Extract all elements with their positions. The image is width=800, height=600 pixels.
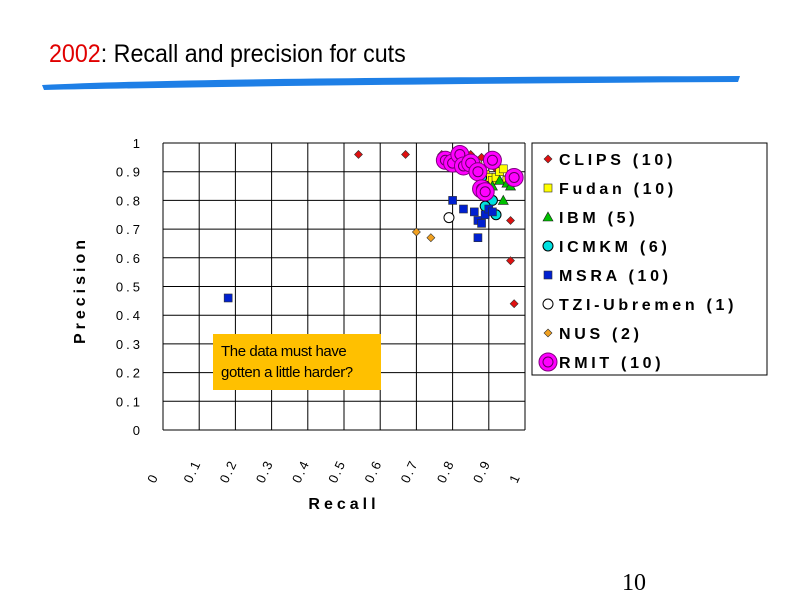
legend-label: NUS (2) (559, 326, 643, 343)
y-tick-label: 0.4 (116, 308, 143, 323)
x-tick-label: 1 (506, 471, 523, 486)
data-point-circle (543, 299, 553, 309)
x-tick-label: 0 (144, 471, 161, 486)
data-point-circle (444, 213, 454, 223)
ring-outer (476, 183, 494, 201)
ring-outer (505, 168, 523, 186)
legend-label: Fudan (10) (559, 181, 677, 198)
data-point-diamond (507, 216, 515, 224)
y-tick-label: 0.1 (116, 394, 143, 409)
data-point-circle (543, 241, 553, 251)
legend-label: RMIT (10) (559, 355, 664, 372)
data-point-square (470, 208, 478, 216)
y-axis-title: Precision (72, 236, 89, 344)
data-point-ring (539, 353, 557, 371)
y-tick-label: 0.3 (116, 337, 143, 352)
y-tick-label: 1 (133, 136, 143, 151)
x-tick-label: 0.9 (470, 457, 494, 485)
legend-label: ICMKM (6) (559, 239, 671, 256)
callout-line-2: gotten a little harder? (221, 362, 381, 383)
data-point-diamond (427, 234, 435, 242)
y-tick-label: 0 (133, 423, 143, 438)
data-point-square (449, 196, 457, 204)
data-point-diamond (354, 150, 362, 158)
legend-label: CLIPS (10) (559, 152, 676, 169)
ring-outer (469, 163, 487, 181)
y-tick-label: 0.9 (116, 165, 143, 180)
x-tick-label: 0.3 (253, 457, 277, 485)
scatter-chart: 1 0.9 0.8 0.7 0.6 0.5 0.4 0.3 0.2 0.1 0 0 0.1 0.2 0.3 0… (0, 0, 800, 600)
y-tick-label: 0.8 (116, 193, 143, 208)
x-tick-label: 0.4 (289, 457, 313, 485)
x-tick-label: 0.6 (361, 457, 385, 485)
x-tick-label: 0.5 (325, 457, 349, 485)
data-point-square (224, 294, 232, 302)
y-tick-label: 0.5 (116, 280, 143, 295)
series-rmit (436, 145, 523, 200)
y-tick-label: 0.7 (116, 222, 143, 237)
series-nus (412, 228, 434, 242)
data-point-square (474, 234, 482, 242)
legend-label: TZI-Ubremen (1) (559, 297, 737, 314)
legend-label: MSRA (10) (559, 268, 672, 285)
data-point-square (478, 219, 486, 227)
data-point-square (544, 184, 552, 192)
page-number: 10 (622, 570, 646, 597)
data-point-ring (483, 151, 501, 169)
callout-line-1: The data must have (221, 341, 381, 362)
x-tick-label: 0.7 (398, 457, 422, 485)
series-tzi-ubremen (444, 213, 454, 223)
data-point-ring (505, 168, 523, 186)
callout-note: The data must have gotten a little harde… (213, 334, 381, 390)
y-tick-label: 0.2 (116, 366, 143, 381)
x-tick-label: 0.8 (434, 457, 458, 485)
data-point-diamond (510, 300, 518, 308)
ring-outer (539, 353, 557, 371)
data-point-ring (469, 163, 487, 181)
ring-outer (483, 151, 501, 169)
data-point-square (544, 271, 552, 279)
x-tick-label: 0.1 (180, 457, 204, 485)
data-point-ring (476, 183, 494, 201)
data-point-square (499, 165, 507, 173)
data-point-diamond (402, 150, 410, 158)
legend-label: IBM (5) (559, 210, 638, 227)
data-point-square (488, 208, 496, 216)
y-tick-label: 0.6 (116, 251, 143, 266)
x-tick-label: 0.2 (217, 457, 241, 485)
x-axis-title: Recall (308, 496, 379, 513)
data-point-square (459, 205, 467, 213)
